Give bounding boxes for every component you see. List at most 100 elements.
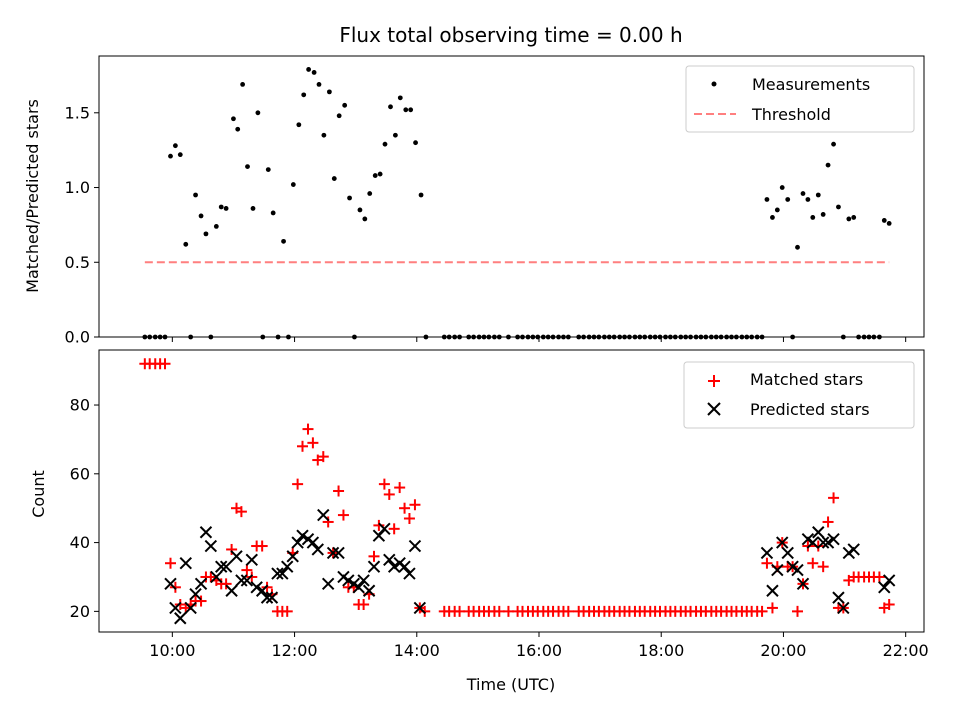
predicted-point: [832, 591, 845, 604]
predicted-point: [806, 536, 819, 549]
predicted-point: [796, 577, 810, 591]
matched-point: [493, 605, 505, 617]
top-y-tick-label: 0.0: [65, 328, 90, 347]
bottom-x-tick-label: 18:00: [638, 641, 684, 660]
predicted-point: [387, 560, 401, 573]
measurement-point: [881, 218, 887, 223]
bottom-y-axis-label: Count: [29, 470, 48, 518]
matched-point: [378, 478, 390, 490]
measurement-point: [805, 197, 811, 202]
matched-point: [302, 423, 314, 435]
matched-point: [403, 513, 415, 525]
measurement-point: [764, 197, 770, 202]
matched-point: [337, 509, 349, 521]
predicted-point: [286, 550, 299, 563]
predicted-point: [306, 536, 320, 549]
predicted-point: [332, 546, 345, 560]
bottom-y-tick-label: 40: [70, 533, 90, 552]
matched-point: [419, 605, 431, 617]
legend-matched-label: Matched stars: [750, 370, 863, 389]
measurement-point: [177, 152, 183, 158]
matched-point: [756, 605, 768, 617]
predicted-point: [311, 543, 324, 556]
matched-point: [165, 557, 176, 569]
predicted-point: [413, 601, 427, 615]
predicted-point: [326, 546, 340, 560]
predicted-point: [215, 560, 228, 573]
matched-point: [394, 482, 406, 494]
top-y-tick-label: 1.0: [65, 178, 90, 197]
matched-point: [235, 506, 247, 518]
matched-point: [368, 550, 380, 562]
measurement-point: [367, 191, 373, 196]
bottom-series-1: [139, 358, 895, 617]
measurement-point: [795, 244, 800, 250]
legend-threshold-label: Threshold: [751, 105, 831, 124]
measurement-point: [418, 192, 424, 198]
predicted-point: [255, 584, 269, 597]
measurement-point: [836, 204, 841, 210]
matched-point: [822, 516, 834, 528]
predicted-point: [245, 553, 258, 566]
matched-point: [307, 437, 319, 449]
predicted-point: [847, 543, 860, 556]
matched-point: [220, 578, 232, 590]
predicted-point: [408, 539, 422, 553]
matched-point: [792, 605, 803, 617]
top-y-tick-label: 1.5: [65, 103, 90, 122]
matched-point: [807, 557, 819, 569]
measurement-point: [193, 192, 198, 198]
chart-title: Flux total observing time = 0.00 h: [339, 23, 682, 47]
matched-point: [399, 502, 411, 514]
matched-point: [817, 561, 829, 573]
measurement-point: [326, 89, 332, 95]
measurement-point: [347, 195, 352, 201]
measurement-point: [296, 122, 302, 128]
measurement-point: [213, 223, 219, 229]
matched-point: [246, 571, 258, 583]
matched-point: [195, 595, 207, 607]
bottom-y-tick-label: 20: [70, 602, 90, 621]
measurement-point: [397, 95, 403, 101]
predicted-point: [184, 601, 197, 615]
predicted-point: [342, 574, 355, 587]
matched-point: [883, 598, 895, 610]
measurement-point: [270, 210, 276, 216]
predicted-point: [882, 574, 896, 587]
measurement-point: [203, 231, 209, 237]
matched-point: [297, 440, 308, 452]
bottom-x-tick-label: 16:00: [516, 641, 562, 660]
predicted-point: [821, 536, 835, 549]
predicted-point: [362, 584, 376, 597]
matched-point: [409, 499, 421, 511]
matched-point: [317, 451, 329, 463]
predicted-point: [403, 567, 416, 580]
legend-bottom-frame: [683, 361, 915, 429]
legend-top-frame: [685, 65, 915, 133]
predicted-point: [189, 587, 202, 601]
matched-point: [261, 581, 273, 593]
bottom-panel: 20 40 60 80 10:00 12:00 14:00 16:00 18:00 20:00 22…: [70, 349, 929, 660]
legend-bottom: Matched stars Predicted stars: [683, 361, 915, 429]
bottom-y-tick-label: 60: [70, 464, 90, 483]
measurement-point: [245, 164, 250, 170]
legend-measurements-label: Measurements: [752, 75, 870, 94]
measurement-point: [392, 132, 398, 138]
matched-point: [159, 358, 171, 370]
predicted-point: [219, 560, 233, 573]
predicted-point: [771, 563, 784, 577]
bottom-y-tick-label: 80: [70, 396, 90, 415]
legend-top: Measurements Threshold: [685, 65, 915, 133]
measurement-point: [362, 216, 368, 222]
legend-measurements-marker: [711, 81, 717, 87]
measurement-point: [785, 197, 791, 202]
matched-point: [812, 540, 824, 552]
matched-point: [766, 602, 778, 614]
matched-point: [828, 492, 840, 504]
legend-matched-marker: [708, 375, 720, 387]
predicted-point: [179, 557, 192, 570]
legend-predicted-marker: [707, 402, 721, 416]
measurement-point: [240, 81, 246, 87]
matched-point: [292, 478, 304, 490]
top-panel: 0.0 0.5 1.0 1.5: [65, 55, 925, 347]
